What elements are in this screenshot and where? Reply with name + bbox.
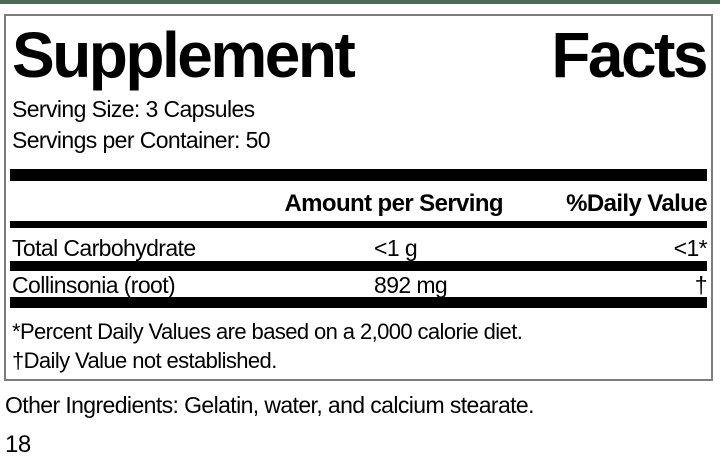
nutrient-daily-value: <1* <box>673 235 708 261</box>
top-accent-bar <box>0 0 720 4</box>
footnote-daily-value-not-established: †Daily Value not established. <box>12 348 277 373</box>
serving-size-text: Serving Size: 3 Capsules <box>12 96 255 122</box>
nutrient-amount: 892 mg <box>374 272 448 298</box>
supplement-facts-panel <box>4 14 713 381</box>
nutrient-amount: <1 g <box>374 235 418 261</box>
separator-bar-between-rows <box>10 261 707 271</box>
separator-bar-above-footnotes <box>10 297 707 308</box>
title-word-facts: Facts <box>551 19 708 91</box>
other-ingredients-text: Other Ingredients: Gelatin, water, and c… <box>5 392 535 418</box>
panel-title: Supplement Facts <box>12 19 708 91</box>
footnote-percent-daily-values: *Percent Daily Values are based on a 2,0… <box>12 319 523 344</box>
separator-bar-thick <box>10 169 707 181</box>
servings-per-container-text: Servings per Container: 50 <box>12 127 271 153</box>
page-number: 18 <box>5 431 31 458</box>
column-header-daily-value: %Daily Value <box>566 190 707 217</box>
nutrient-name: Collinsonia (root) <box>12 272 176 298</box>
nutrient-name: Total Carbohydrate <box>12 235 196 261</box>
column-header-amount-per-serving: Amount per Serving <box>284 190 503 217</box>
title-word-supplement: Supplement <box>12 19 356 91</box>
separator-bar-under-header <box>10 221 707 228</box>
nutrient-daily-value: † <box>694 272 708 298</box>
